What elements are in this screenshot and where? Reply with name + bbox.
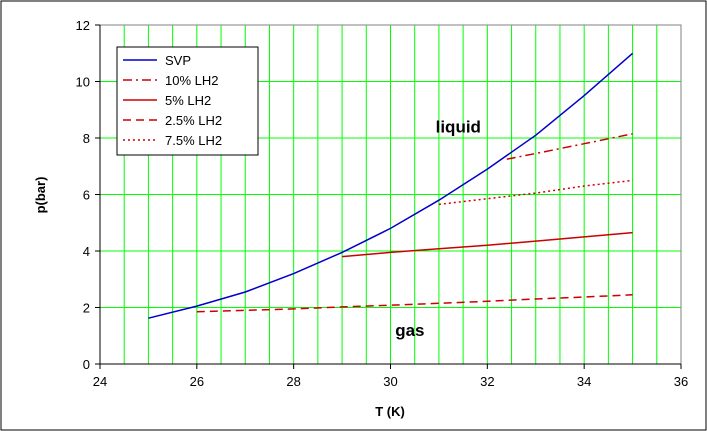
x-tick-label: 24 bbox=[93, 374, 107, 389]
x-tick-label: 28 bbox=[286, 374, 300, 389]
y-tick-label: 0 bbox=[83, 357, 90, 372]
x-tick-label: 34 bbox=[577, 374, 591, 389]
annotation-gas: gas bbox=[395, 321, 424, 340]
y-tick-label: 6 bbox=[83, 188, 90, 203]
y-tick-label: 10 bbox=[76, 75, 90, 90]
legend-label: 10% LH2 bbox=[165, 73, 218, 88]
y-tick-label: 12 bbox=[76, 18, 90, 33]
x-tick-label: 32 bbox=[480, 374, 494, 389]
x-tick-label: 30 bbox=[383, 374, 397, 389]
x-tick-label: 26 bbox=[190, 374, 204, 389]
x-axis-label: T (K) bbox=[375, 404, 405, 419]
y-axis-label: p(bar) bbox=[33, 177, 48, 214]
legend-label: 5% LH2 bbox=[165, 93, 211, 108]
legend-label: SVP bbox=[165, 53, 191, 68]
legend-label: 7.5% LH2 bbox=[165, 133, 222, 148]
x-tick-label: 36 bbox=[674, 374, 688, 389]
y-tick-label: 8 bbox=[83, 131, 90, 146]
legend-label: 2.5% LH2 bbox=[165, 113, 222, 128]
y-tick-label: 2 bbox=[83, 301, 90, 316]
legend: SVP 10% LH2 5% LH2 2.5% LH2 7.5% LH2 bbox=[117, 47, 258, 155]
y-tick-label: 4 bbox=[83, 244, 90, 259]
annotation-liquid: liquid bbox=[436, 117, 481, 136]
